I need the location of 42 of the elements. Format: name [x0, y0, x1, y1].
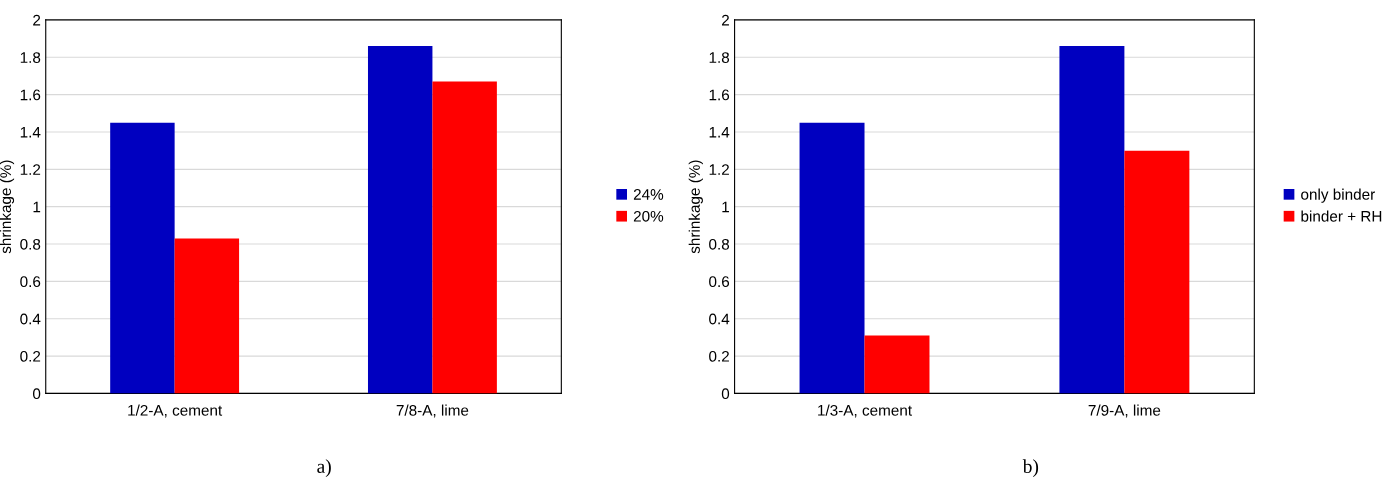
- x-tick-label: 1/2-A, cement: [128, 404, 223, 418]
- legend-label: 20%: [633, 210, 664, 222]
- y-tick-label: 0.2: [709, 350, 729, 362]
- legend-label: binder + RH: [1301, 210, 1382, 222]
- x-tick-label: 1/3-A, cement: [818, 404, 912, 418]
- x-tick-label: 7/8-A, lime: [396, 404, 469, 418]
- bar: [1059, 46, 1125, 394]
- y-tick-label: 0.8: [20, 238, 41, 250]
- bar: [1124, 150, 1190, 394]
- y-axis-title: shrinkage (%): [0, 160, 15, 254]
- y-tick-label: 1.6: [20, 89, 41, 101]
- y-tick-label: 2: [33, 14, 41, 26]
- y-tick-label: 0: [32, 388, 41, 400]
- bar: [864, 335, 930, 394]
- legend-label: only binder: [1301, 188, 1375, 203]
- y-tick-label: 1.4: [709, 127, 730, 138]
- y-tick-label: 0.4: [709, 313, 730, 325]
- x-tick-label: 7/9-A, lime: [1088, 404, 1161, 418]
- text: a): [317, 459, 331, 477]
- y-tick-label: 0: [721, 388, 730, 400]
- y-tick-label: 0.6: [20, 276, 41, 288]
- y-tick-label: 1: [33, 201, 41, 213]
- bar: [174, 238, 240, 394]
- y-tick-label: 1.8: [709, 52, 730, 63]
- y-axis-title: shrinkage (%): [688, 160, 703, 254]
- text: b): [1022, 459, 1039, 477]
- y-tick-label: 1.2: [20, 164, 41, 175]
- y-tick-label: 1.8: [20, 52, 41, 63]
- bar: [367, 46, 433, 394]
- y-tick-label: 1.4: [20, 127, 41, 138]
- y-tick-label: 2: [721, 14, 729, 26]
- bar: [799, 122, 865, 394]
- y-tick-label: 1: [722, 201, 729, 213]
- y-tick-label: 1.6: [709, 89, 730, 101]
- y-tick-label: 0.2: [20, 350, 41, 362]
- y-tick-label: 1.2: [709, 164, 729, 175]
- legend-label: 24%: [633, 189, 664, 200]
- y-tick-label: 0.4: [20, 313, 41, 325]
- bar: [432, 81, 497, 394]
- y-tick-label: 0.6: [709, 276, 730, 288]
- bar: [110, 122, 175, 394]
- y-tick-label: 0.8: [709, 238, 730, 250]
